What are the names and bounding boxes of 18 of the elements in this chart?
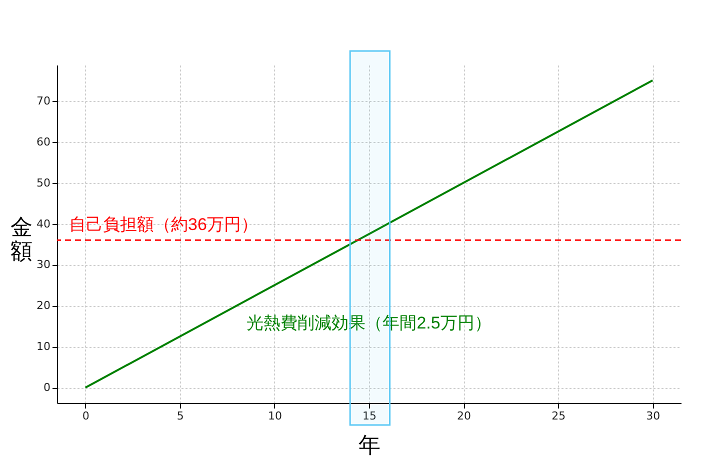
x-tick-label: 25 <box>552 410 566 422</box>
x-tick-label: 15 <box>362 410 376 422</box>
y-tick-label: 20 <box>36 299 50 312</box>
y-tick-label: 70 <box>36 94 50 108</box>
ref-line-label: 自己負担額（約36万円） <box>69 215 258 234</box>
x-axis-title: 年 <box>358 434 380 458</box>
x-tick-label: 0 <box>82 410 90 422</box>
y-tick-label: 60 <box>36 135 50 148</box>
y-axis-title: 金額 <box>10 216 32 265</box>
y-tick-label: 30 <box>36 258 50 272</box>
x-tick-label: 20 <box>457 410 472 422</box>
y-tick-label: 0 <box>44 381 50 394</box>
y-tick-label: 40 <box>36 217 50 230</box>
x-tick-label: 5 <box>176 410 184 422</box>
x-tick-label: 30 <box>646 410 660 422</box>
y-tick-label: 10 <box>36 340 50 354</box>
y-tick-label: 50 <box>36 176 50 190</box>
x-tick-label: 10 <box>268 410 282 422</box>
